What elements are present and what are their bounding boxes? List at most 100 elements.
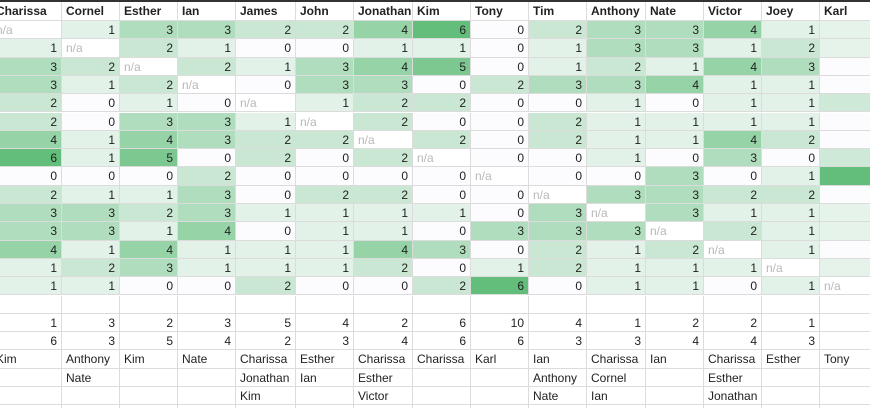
heatmap-cell[interactable]: 2 [236, 277, 296, 296]
heatmap-cell[interactable]: 0 [296, 167, 354, 186]
na-cell[interactable]: n/a [354, 130, 413, 150]
heatmap-cell[interactable]: 2 [296, 21, 354, 40]
na-cell[interactable]: n/a [296, 112, 354, 131]
empty-cell[interactable] [704, 405, 762, 408]
heatmap-cell[interactable]: 2 [704, 222, 762, 241]
na-cell[interactable]: n/a [236, 94, 296, 113]
summary-cell[interactable] [820, 314, 870, 333]
heatmap-cell[interactable]: 1 [413, 39, 471, 58]
na-cell[interactable]: n/a [704, 240, 762, 259]
column-header-kim[interactable]: Kim [413, 2, 471, 21]
heatmap-cell[interactable]: 2 [529, 21, 587, 40]
heatmap-cell[interactable]: 0 [529, 94, 587, 113]
heatmap-cell[interactable]: 1 [0, 277, 62, 296]
summary-cell[interactable]: 3 [62, 313, 120, 333]
summary-cell[interactable]: 5 [120, 332, 178, 351]
empty-cell[interactable] [413, 295, 471, 314]
heatmap-cell[interactable]: 4 [178, 222, 236, 241]
heatmap-cell[interactable]: 1 [178, 39, 236, 58]
heatmap-cell[interactable]: 1 [120, 185, 178, 204]
empty-cell[interactable] [62, 295, 120, 314]
heatmap-cell[interactable]: 6 [471, 277, 529, 296]
empty-cell[interactable] [354, 405, 413, 408]
heatmap-cell[interactable]: 1 [529, 57, 587, 76]
heatmap-cell[interactable]: 1 [178, 240, 236, 259]
heatmap-cell[interactable]: 2 [413, 94, 471, 113]
heatmap-cell[interactable]: 0 [62, 167, 120, 186]
empty-cell[interactable] [296, 295, 354, 314]
na-cell[interactable]: n/a [178, 75, 236, 95]
heatmap-cell[interactable]: 0 [354, 167, 413, 186]
heatmap-cell[interactable]: 1 [236, 240, 296, 259]
heatmap-cell[interactable]: 1 [62, 240, 120, 259]
heatmap-cell[interactable] [820, 75, 870, 95]
heatmap-cell[interactable]: 1 [178, 258, 236, 278]
heatmap-cell[interactable]: 3 [646, 21, 704, 40]
name-cell[interactable]: Charissa [413, 350, 471, 369]
name-cell[interactable]: Cornel [587, 368, 646, 387]
name-cell[interactable]: Esther [296, 350, 354, 369]
heatmap-cell[interactable]: 0 [471, 130, 529, 150]
heatmap-cell[interactable]: 1 [236, 258, 296, 278]
name-cell[interactable]: Charissa [236, 350, 296, 369]
heatmap-cell[interactable]: 0 [62, 112, 120, 131]
summary-cell[interactable]: 2 [120, 313, 178, 333]
heatmap-cell[interactable]: 2 [354, 112, 413, 131]
heatmap-cell[interactable]: 0 [529, 277, 587, 296]
summary-cell[interactable]: 4 [354, 332, 413, 351]
heatmap-cell[interactable]: 0 [529, 167, 587, 186]
summary-cell[interactable]: 6 [0, 332, 62, 351]
heatmap-cell[interactable]: 3 [587, 21, 646, 40]
heatmap-cell[interactable]: 2 [704, 185, 762, 204]
heatmap-cell[interactable]: 2 [236, 130, 296, 150]
summary-cell[interactable]: 3 [62, 332, 120, 351]
empty-cell[interactable] [529, 295, 587, 314]
heatmap-cell[interactable]: 2 [236, 149, 296, 168]
summary-cell[interactable]: 4 [704, 332, 762, 351]
heatmap-cell[interactable]: 1 [587, 149, 646, 168]
heatmap-cell[interactable]: 4 [120, 240, 178, 259]
heatmap-cell[interactable]: 3 [62, 222, 120, 241]
empty-cell[interactable] [529, 405, 587, 408]
summary-cell[interactable] [820, 332, 870, 351]
heatmap-cell[interactable]: 0 [0, 167, 62, 186]
heatmap-cell[interactable]: 1 [704, 39, 762, 58]
name-cell[interactable] [646, 387, 704, 406]
summary-cell[interactable]: 5 [236, 313, 296, 333]
name-cell[interactable]: Karl [471, 350, 529, 369]
empty-cell[interactable] [62, 405, 120, 408]
name-cell[interactable] [820, 369, 870, 387]
heatmap-cell[interactable]: 3 [529, 222, 587, 241]
empty-cell[interactable] [646, 405, 704, 408]
heatmap-cell[interactable]: 1 [62, 185, 120, 204]
heatmap-cell[interactable]: 2 [587, 57, 646, 76]
column-header-cornel[interactable]: Cornel [62, 2, 120, 21]
column-header-tony[interactable]: Tony [471, 2, 529, 21]
heatmap-cell[interactable]: 0 [704, 277, 762, 296]
heatmap-cell[interactable]: 1 [646, 258, 704, 278]
empty-cell[interactable] [236, 405, 296, 408]
column-header-charissa[interactable]: Charissa [0, 2, 62, 21]
heatmap-cell[interactable]: 0 [296, 39, 354, 58]
na-cell[interactable]: n/a [587, 204, 646, 223]
heatmap-cell[interactable]: 3 [587, 39, 646, 58]
heatmap-cell[interactable]: 0 [413, 185, 471, 204]
heatmap-cell[interactable]: 3 [0, 222, 62, 241]
heatmap-cell[interactable]: 3 [0, 57, 62, 76]
heatmap-cell[interactable]: 3 [0, 75, 62, 95]
na-cell[interactable]: n/a [62, 39, 120, 58]
heatmap-cell[interactable]: 5 [120, 149, 178, 168]
name-cell[interactable]: Charissa [704, 350, 762, 369]
heatmap-cell[interactable]: 1 [471, 258, 529, 278]
heatmap-cell[interactable]: 1 [0, 258, 62, 278]
heatmap-cell[interactable]: 3 [587, 75, 646, 95]
name-cell[interactable]: Nate [178, 350, 236, 369]
heatmap-cell[interactable]: 0 [236, 167, 296, 186]
heatmap-cell[interactable]: 3 [178, 204, 236, 223]
heatmap-cell[interactable]: 1 [704, 258, 762, 278]
heatmap-cell[interactable]: 0 [413, 222, 471, 241]
heatmap-cell[interactable]: 4 [0, 130, 62, 150]
heatmap-cell[interactable]: 0 [471, 204, 529, 223]
name-cell[interactable]: Charissa [587, 350, 646, 369]
summary-cell[interactable]: 2 [354, 313, 413, 333]
